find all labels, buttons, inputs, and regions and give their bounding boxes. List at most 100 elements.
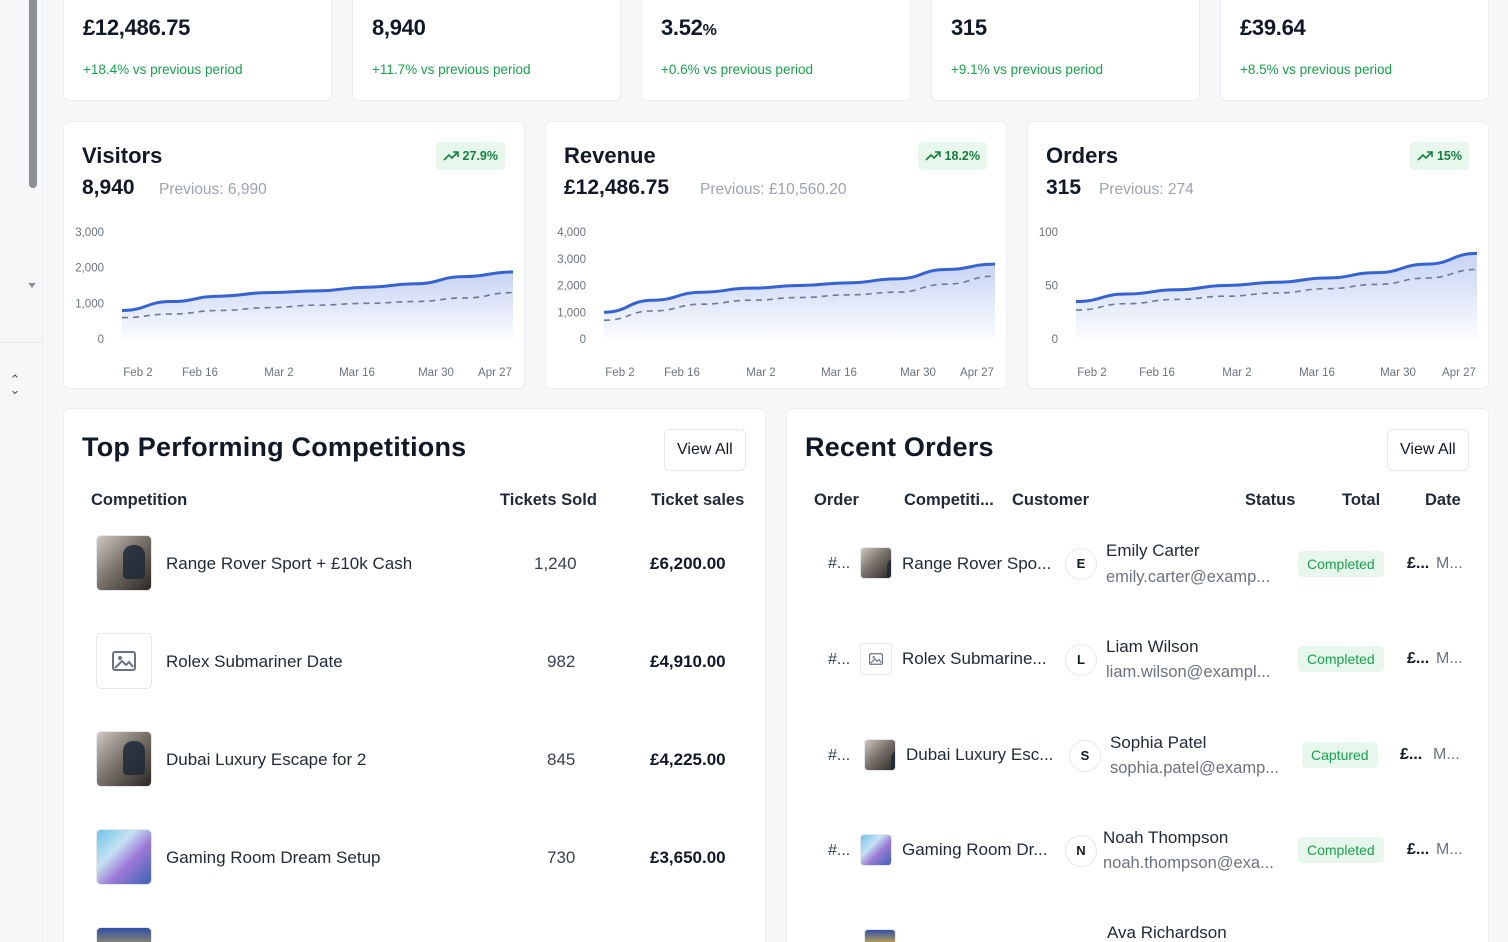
y-tick-label: 4,000 (557, 227, 586, 239)
series-area (122, 271, 513, 339)
y-tick-label: 3,000 (557, 254, 586, 266)
order-competition: Dubai Luxury Esc... (906, 745, 1054, 764)
customer-email: noah.thompson@exa... (1103, 854, 1274, 872)
x-tick-label: Apr 27 (478, 367, 512, 379)
kpi-card-revenue: £12,486.75 +18.4% vs previous period (63, 0, 332, 101)
competition-thumbnail (96, 927, 152, 942)
expand-collapse-icon[interactable]: ⌃ ⌄ (9, 372, 21, 397)
customer-email: emily.carter@examp... (1106, 568, 1271, 586)
x-tick-label: Feb 2 (605, 367, 634, 379)
view-all-orders-button[interactable]: View All (1387, 429, 1469, 471)
view-all-competitions-button[interactable]: View All (664, 429, 746, 471)
chart-title: Orders (1046, 143, 1119, 168)
competition-thumbnail (96, 829, 152, 885)
chart-previous: Previous: 6,990 (159, 181, 267, 198)
order-total: £... (1407, 650, 1430, 667)
tickets-sold: 845 (547, 750, 576, 769)
kpi-change: +0.6% vs previous period (661, 62, 813, 77)
ticket-sales: £3,650.00 (650, 848, 726, 867)
orders-chart-card: 100 50 0 Feb 2 Feb 16 Mar 2 Mar 16 Mar 30 Apr 27… (1027, 121, 1489, 389)
series-line-previous (603, 275, 996, 322)
top-competitions-panel: Top Performing Competitions View All Com… (63, 408, 766, 942)
x-tick-label: Feb 2 (1077, 367, 1106, 379)
order-competition: Gaming Room Dr... (902, 840, 1048, 859)
y-tick-label: 1,000 (557, 307, 586, 319)
series-line-current (603, 262, 996, 314)
order-total: £... (1407, 841, 1430, 858)
competition-thumbnail (96, 731, 152, 787)
y-tick-label: 0 (1052, 334, 1058, 346)
x-tick-label: Mar 30 (418, 367, 454, 379)
customer-name: Ava Richardson (1107, 923, 1227, 942)
order-date: M... (1433, 746, 1460, 763)
kpi-card-aov: £39.64 +8.5% vs previous period (1220, 0, 1489, 101)
revenue-chart: 4,000 3,000 2,000 1,000 0 Feb 2 Feb 16 Mar 2 Mar… (557, 227, 996, 379)
avatar: L (1065, 644, 1097, 676)
series-line-previous (1075, 268, 1478, 311)
customer-name: Sophia Patel (1110, 733, 1207, 752)
panel-title: Top Performing Competitions (82, 432, 467, 462)
col-customer: Customer (1012, 491, 1090, 509)
y-tick-label: 1,000 (75, 298, 104, 310)
scroll-down-arrow-icon[interactable] (28, 283, 36, 288)
col-competition: Competiti... (904, 491, 994, 509)
x-tick-label: Feb 16 (182, 367, 218, 379)
kpi-value: 8,940 (372, 15, 426, 40)
y-tick-label: 100 (1039, 227, 1058, 239)
x-tick-label: Apr 27 (960, 367, 994, 379)
order-date: M... (1436, 555, 1463, 572)
kpi-change: +9.1% vs previous period (951, 62, 1103, 77)
status-badge: Completed (1298, 551, 1384, 577)
order-id: #... (828, 651, 851, 668)
chart-title: Visitors (82, 143, 163, 168)
rail-divider (0, 342, 43, 343)
customer-name: Noah Thompson (1103, 828, 1229, 847)
competition-name: Rolex Submariner Date (166, 652, 343, 671)
trend-up-icon (442, 151, 459, 161)
kpi-value: £12,486.75 (83, 15, 191, 40)
series-line-current (121, 270, 514, 312)
competition-thumbnail (860, 547, 892, 579)
competition-name: Gaming Room Dream Setup (166, 848, 381, 867)
order-competition: Range Rover Spo... (902, 554, 1052, 573)
order-id: #... (828, 747, 851, 764)
x-tick-label: Mar 16 (821, 367, 857, 379)
competition-thumbnail (864, 739, 896, 771)
left-rail: ⌃ ⌄ (0, 0, 43, 942)
competition-name: Range Rover Sport + £10k Cash (166, 554, 413, 573)
x-tick-label: Mar 16 (339, 367, 375, 379)
chart-current-total: 315 (1046, 176, 1082, 199)
order-competition: Rolex Submarine... (902, 649, 1047, 668)
kpi-change: +18.4% vs previous period (83, 62, 243, 77)
trend-up-icon (924, 151, 941, 161)
col-order: Order (814, 491, 859, 509)
chart-change-badge: 18.2% (917, 142, 987, 170)
x-tick-label: Feb 2 (123, 367, 152, 379)
chart-change-badge: 15% (1409, 142, 1469, 170)
y-tick-label: 50 (1045, 281, 1058, 293)
col-total: Total (1342, 491, 1381, 509)
visitors-chart: 3,000 2,000 1,000 0 Feb 2 Feb 16 Mar 2 Mar 16 Ma… (75, 227, 514, 379)
col-tickets-sold: Tickets Sold (500, 491, 597, 509)
x-tick-label: Mar 16 (1299, 367, 1335, 379)
col-ticket-sales: Ticket sales (651, 491, 745, 509)
col-competition: Competition (91, 491, 188, 509)
kpi-value: £39.64 (1240, 15, 1306, 40)
image-placeholder-icon (869, 653, 883, 665)
tickets-sold: 730 (547, 848, 576, 867)
y-tick-label: 0 (580, 334, 586, 346)
order-total: £... (1407, 555, 1430, 572)
series-line-current (1075, 251, 1478, 304)
x-tick-label: Mar 30 (900, 367, 936, 379)
col-status: Status (1245, 491, 1296, 509)
chart-current-total: £12,486.75 (564, 176, 670, 199)
customer-email: liam.wilson@exampl... (1106, 663, 1271, 681)
series-area (604, 264, 995, 339)
competition-thumbnail (860, 834, 892, 866)
visitors-chart-card: 3,000 2,000 1,000 0 Feb 2 Feb 16 Mar 2 Mar 16 Ma… (63, 121, 525, 389)
kpi-value: 3.52% (661, 15, 717, 40)
status-badge: Captured (1302, 742, 1378, 768)
avatar: N (1065, 835, 1097, 867)
scrollbar-thumb[interactable] (29, 0, 37, 188)
competition-thumbnail (864, 929, 896, 942)
